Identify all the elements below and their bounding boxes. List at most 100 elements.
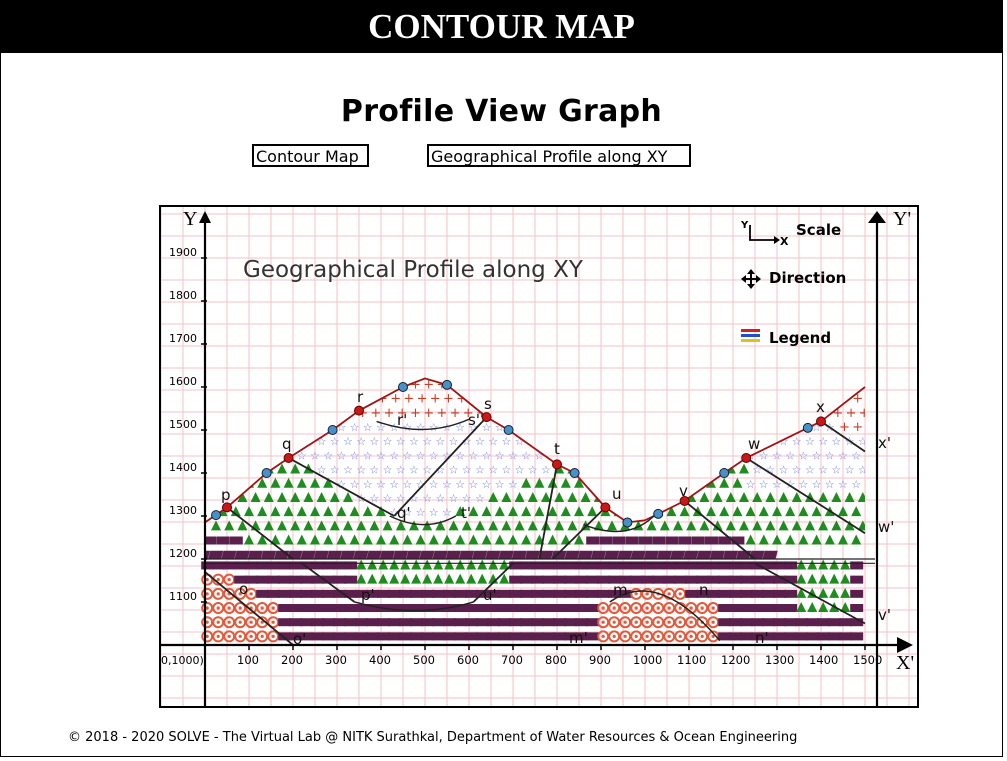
brick-mark xyxy=(762,561,776,570)
star-mark: ☆ xyxy=(495,364,505,377)
brick-mark xyxy=(531,618,545,627)
triangle-mark xyxy=(488,491,499,502)
star-mark: ☆ xyxy=(798,478,808,491)
triangle-mark xyxy=(244,534,254,545)
brick-mark xyxy=(575,618,589,627)
circle-mark xyxy=(238,634,242,638)
star-mark: ☆ xyxy=(455,449,465,462)
brick-mark xyxy=(511,550,527,559)
x-axis-arrow-icon xyxy=(897,637,913,653)
triangle-mark xyxy=(362,506,373,517)
triangle-mark xyxy=(627,364,637,374)
brick-mark xyxy=(707,575,721,584)
star-mark: ☆ xyxy=(343,435,353,448)
brick-mark xyxy=(575,561,589,570)
triangle-mark xyxy=(250,463,261,474)
brick-mark xyxy=(355,589,369,598)
point-label-v-prime: v' xyxy=(878,606,891,624)
triangle-mark xyxy=(840,559,851,570)
triangle-mark xyxy=(752,520,763,531)
brick-mark xyxy=(509,604,523,613)
star-mark: ☆ xyxy=(792,464,802,477)
star-mark: ☆ xyxy=(323,393,333,406)
brick-mark xyxy=(366,604,380,613)
triangle-mark xyxy=(231,364,241,374)
point-label-x: x xyxy=(816,398,825,416)
contour-map-button[interactable]: Contour Map xyxy=(252,144,369,167)
triangle-mark xyxy=(580,378,591,389)
star-mark: ☆ xyxy=(772,449,782,462)
star-mark: ☆ xyxy=(422,464,432,477)
triangle-mark xyxy=(646,520,657,531)
brick-mark xyxy=(670,550,686,559)
brick-mark xyxy=(608,575,622,584)
triangle-mark xyxy=(620,435,631,446)
star-mark: ☆ xyxy=(336,421,346,434)
triangle-mark xyxy=(673,520,683,531)
brick-mark xyxy=(795,618,809,627)
brick-mark xyxy=(520,618,534,627)
legend-toggle[interactable]: Legend xyxy=(741,329,831,347)
point-label-n-prime: n' xyxy=(755,629,769,647)
brick-mark xyxy=(256,561,270,570)
triangle-mark xyxy=(758,506,769,517)
circle-mark xyxy=(601,620,605,624)
brick-mark xyxy=(366,632,380,641)
star-mark: ☆ xyxy=(330,378,340,391)
star-mark: ☆ xyxy=(825,478,835,491)
star-mark: ☆ xyxy=(858,435,868,448)
star-mark: ☆ xyxy=(779,435,789,448)
circle-mark xyxy=(216,578,220,582)
star-mark: ☆ xyxy=(402,421,412,434)
brick-mark xyxy=(553,632,567,641)
red-profile-point xyxy=(552,459,562,470)
strata-layer: ☆ ☆ ☆ ☆ ☆☆ ☆ ☆ ☆ ☆ ☆ ☆ ☆ ☆☆ ☆ ☆ ☆ ☆ ☆ ☆ ☆ ☆ ☆ ☆ ☆ ☆ ☆ ☆ ☆ ☆ ☆ ☆ ☆ ☆ ☆ ☆☆ ☆ ☆… xyxy=(201,363,868,643)
triangle-mark xyxy=(732,506,743,517)
brick-mark xyxy=(388,618,402,627)
triangle-mark xyxy=(791,520,802,531)
brick-mark xyxy=(333,575,347,584)
triangle-mark xyxy=(666,364,676,374)
triangle-mark xyxy=(759,364,769,374)
circle-mark xyxy=(201,602,214,615)
brick-mark xyxy=(586,575,600,584)
brick-mark xyxy=(709,550,725,559)
star-mark: ☆ xyxy=(521,364,531,377)
star-mark: ☆ xyxy=(297,421,307,434)
star-mark: ☆ xyxy=(515,435,525,448)
x-tick-label: 1100 xyxy=(677,653,706,667)
brick-mark xyxy=(355,632,369,641)
star-mark: ☆ xyxy=(475,492,485,505)
plus-mark: + xyxy=(436,377,447,392)
brick-mark xyxy=(564,604,578,613)
triangle-mark xyxy=(263,491,274,502)
brick-mark xyxy=(509,561,523,570)
triangle-mark xyxy=(303,520,314,531)
brick-mark xyxy=(245,561,259,570)
brick-mark xyxy=(762,632,776,641)
triangle-mark xyxy=(666,420,677,431)
brick-mark xyxy=(267,575,281,584)
star-mark: ☆ xyxy=(515,464,525,477)
x-tick-label: 200 xyxy=(281,653,303,667)
brick-mark xyxy=(751,575,765,584)
brick-mark xyxy=(322,589,336,598)
triangle-mark xyxy=(534,477,545,488)
point-labels: p q r s t u v w x r' s' q' t' p' u' m n m' n' o o' x' w' v' xyxy=(221,388,894,648)
profile-points xyxy=(211,379,826,528)
brick-mark xyxy=(410,632,424,641)
plus-mark: + xyxy=(430,363,441,378)
boundary-line xyxy=(472,562,514,603)
triangle-mark xyxy=(444,559,455,570)
brick-mark xyxy=(663,575,677,584)
direction-legend[interactable]: Direction xyxy=(741,269,846,289)
brick-mark xyxy=(553,575,567,584)
triangle-mark xyxy=(811,534,822,545)
star-mark: ☆ xyxy=(323,364,333,377)
plus-mark: + xyxy=(826,363,837,378)
legend-icon xyxy=(741,329,760,342)
brick-mark xyxy=(289,604,303,613)
geo-profile-button[interactable]: Geographical Profile along XY xyxy=(427,144,691,167)
scale-legend[interactable]: Y X Scale xyxy=(740,220,841,248)
circle-mark xyxy=(601,634,605,638)
